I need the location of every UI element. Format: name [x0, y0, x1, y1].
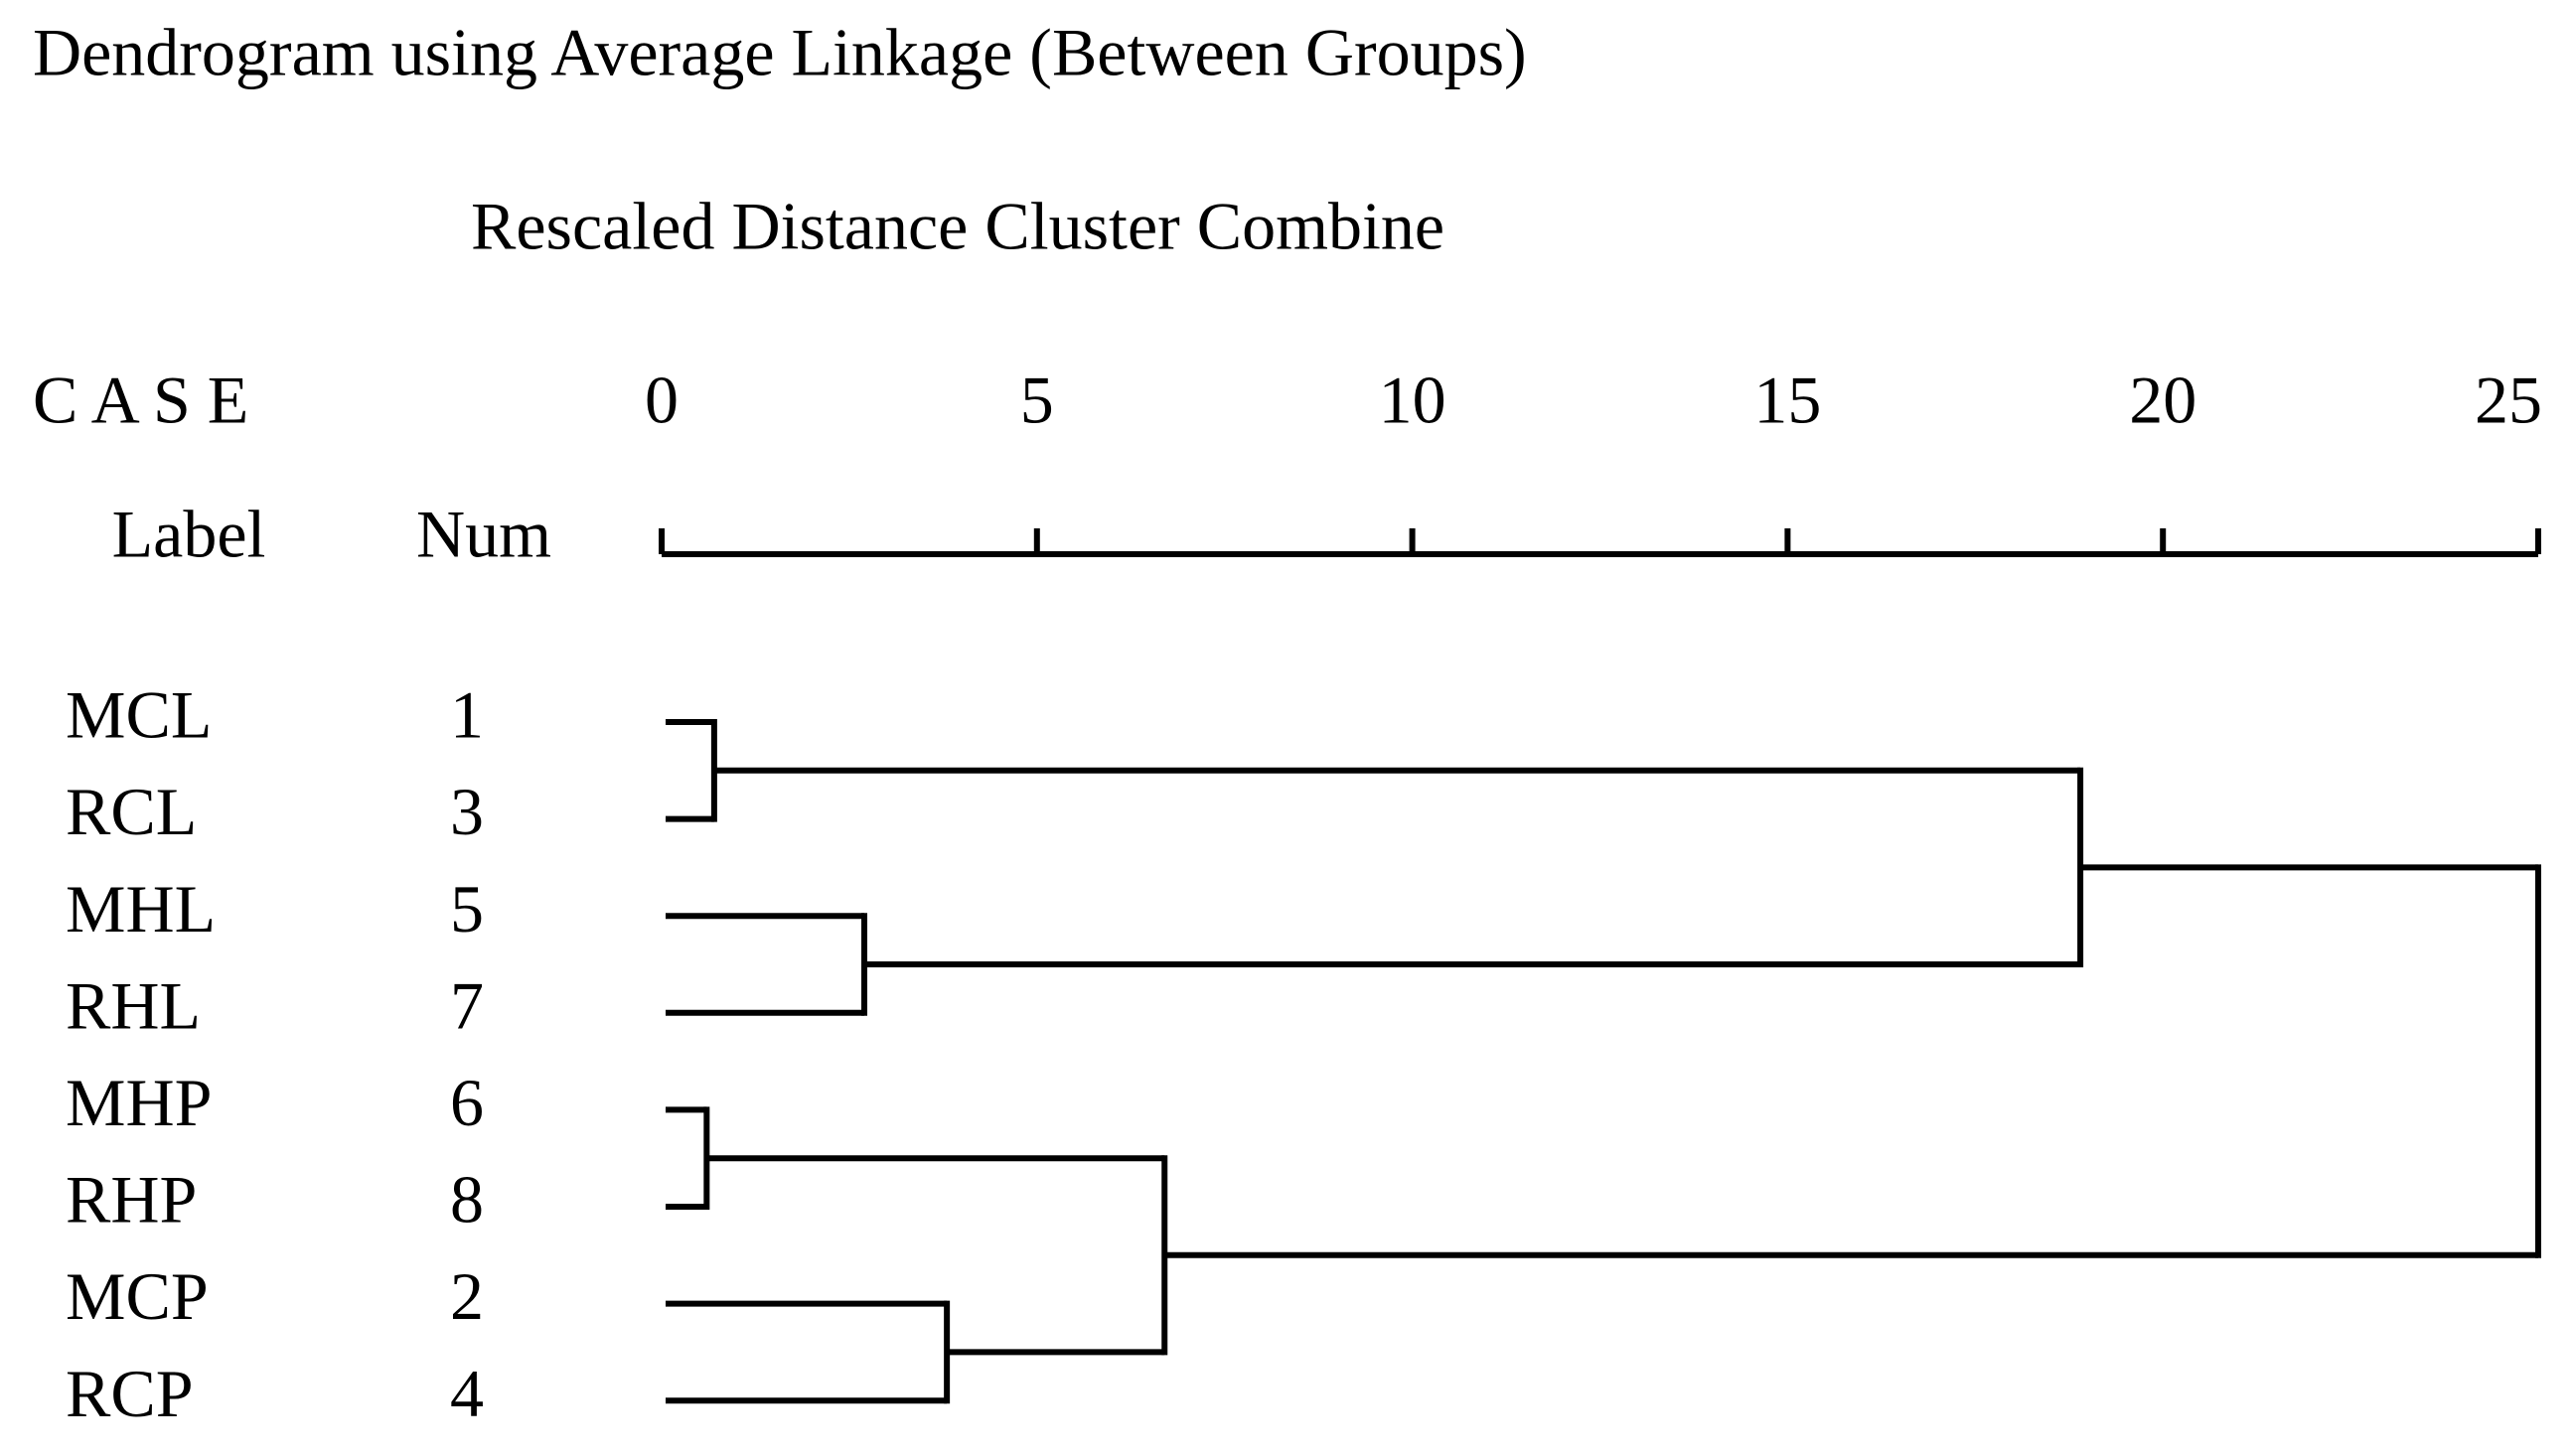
num-header: Num [416, 497, 551, 572]
leaf-num: 7 [450, 967, 484, 1043]
x-tick-label: 20 [2129, 363, 2196, 438]
leaf-num: 4 [450, 1356, 484, 1431]
leaf-label: RHP [66, 1162, 197, 1238]
leaf-num: 5 [450, 871, 484, 946]
leaf-label: MHP [66, 1065, 212, 1140]
leaf-label: MCP [66, 1258, 209, 1334]
label-header: Label [112, 497, 266, 572]
leaf-num: 3 [450, 774, 484, 849]
axis-title: Rescaled Distance Cluster Combine [471, 189, 1444, 264]
x-tick-label: 25 [2475, 363, 2542, 438]
case-header: C A S E [33, 363, 248, 438]
x-tick-label: 15 [1753, 363, 1821, 438]
chart-title: Dendrogram using Average Linkage (Betwee… [33, 15, 1527, 90]
leaf-label: RCP [66, 1356, 194, 1431]
leaf-num: 8 [450, 1162, 484, 1238]
leaf-num: 2 [450, 1258, 484, 1334]
leaf-num: 1 [450, 677, 484, 753]
x-tick-label: 5 [1020, 363, 1054, 438]
leaf-label: MHL [66, 871, 216, 946]
x-tick-label: 0 [645, 363, 679, 438]
leaf-label: MCL [66, 677, 212, 753]
x-tick-label: 10 [1379, 363, 1446, 438]
leaf-label: RCL [66, 774, 197, 849]
leaf-num: 6 [450, 1065, 484, 1140]
leaf-label: RHL [66, 967, 201, 1043]
